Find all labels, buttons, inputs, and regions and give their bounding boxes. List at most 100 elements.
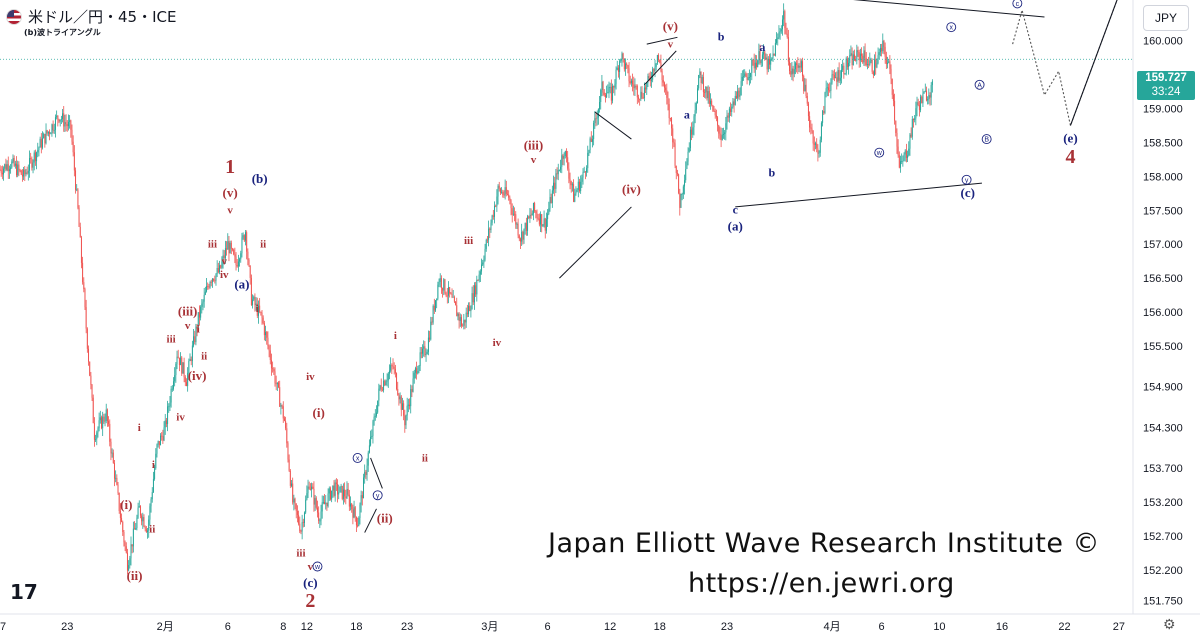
candle-body bbox=[629, 81, 631, 84]
circle-wave-label: A bbox=[977, 82, 982, 89]
candle-body bbox=[398, 394, 400, 400]
candle-body bbox=[578, 181, 580, 192]
candle-body bbox=[856, 50, 858, 61]
tradingview-logo-icon[interactable]: 17 bbox=[10, 580, 38, 604]
candle-body bbox=[727, 115, 729, 118]
candle-body bbox=[885, 56, 887, 65]
candle-body bbox=[233, 249, 235, 255]
candle-body bbox=[52, 124, 54, 131]
wave-label: (iv) bbox=[188, 368, 207, 383]
time-tick-label: 17 bbox=[0, 621, 6, 633]
candle-body bbox=[737, 90, 739, 99]
candle-body bbox=[24, 169, 26, 175]
candle-body bbox=[374, 415, 376, 417]
candle-body bbox=[772, 53, 774, 58]
candle-body bbox=[600, 89, 602, 103]
candle-body bbox=[178, 357, 180, 366]
wave-trendlines bbox=[0, 0, 1133, 533]
candle-body bbox=[295, 503, 297, 512]
candle-body bbox=[549, 197, 551, 209]
candle-body bbox=[44, 133, 46, 144]
candle-body bbox=[366, 465, 368, 475]
candle-body bbox=[668, 104, 670, 118]
candle-body bbox=[222, 255, 224, 262]
candle-body bbox=[11, 161, 13, 168]
candle-body bbox=[275, 383, 277, 385]
candle-body bbox=[418, 366, 420, 372]
candle-body bbox=[582, 172, 584, 178]
candle-body bbox=[43, 133, 45, 139]
candle-body bbox=[243, 235, 245, 241]
wave-label: iv bbox=[176, 412, 185, 424]
candle-body bbox=[360, 495, 362, 505]
candle-body bbox=[82, 262, 84, 283]
candle-body bbox=[911, 118, 913, 137]
candle-body bbox=[525, 222, 527, 231]
candle-body bbox=[262, 317, 264, 324]
candle-body bbox=[240, 253, 242, 260]
candle-body bbox=[375, 412, 377, 416]
candle-body bbox=[475, 285, 477, 295]
candle-body bbox=[613, 85, 615, 88]
candle-body bbox=[477, 279, 479, 281]
candle-body bbox=[95, 439, 97, 441]
candle-body bbox=[103, 416, 105, 422]
candle-body bbox=[53, 129, 55, 131]
candle-body bbox=[905, 150, 907, 158]
candle-body bbox=[363, 477, 365, 499]
candle-body bbox=[583, 171, 585, 173]
candle-body bbox=[457, 313, 459, 317]
candle-body bbox=[776, 38, 778, 43]
candle-body bbox=[488, 228, 490, 240]
candle-body bbox=[884, 46, 886, 57]
candle-body bbox=[901, 160, 903, 162]
candle-body bbox=[662, 79, 664, 83]
candle-body bbox=[122, 521, 124, 533]
candle-body bbox=[344, 489, 346, 497]
candle-body bbox=[628, 68, 630, 82]
candle-body bbox=[124, 542, 126, 547]
candle-body bbox=[18, 164, 20, 170]
candle-body bbox=[116, 477, 118, 485]
candle-body bbox=[139, 506, 141, 516]
candle-body bbox=[220, 265, 222, 268]
candle-body bbox=[85, 307, 87, 329]
candle-body bbox=[249, 265, 251, 278]
candle-body bbox=[6, 164, 8, 170]
candle-body bbox=[41, 138, 43, 148]
candle-body bbox=[112, 452, 114, 464]
gear-icon[interactable]: ⚙ bbox=[1163, 616, 1176, 632]
candle-body bbox=[115, 477, 117, 479]
watermark-line-1: Japan Elliott Wave Research Institute © bbox=[548, 528, 1101, 559]
candle-body bbox=[612, 85, 614, 101]
candle-body bbox=[294, 498, 296, 504]
candle-body bbox=[10, 167, 12, 170]
candle-body bbox=[38, 147, 40, 150]
wave-label: (iii) bbox=[178, 303, 198, 318]
candle-body bbox=[892, 94, 894, 101]
currency-button[interactable]: JPY bbox=[1143, 5, 1189, 31]
wave-label: 3 bbox=[665, 0, 675, 5]
candle-body bbox=[340, 485, 342, 487]
candle-body bbox=[156, 444, 158, 454]
candle-body bbox=[78, 207, 80, 227]
candle-body bbox=[169, 402, 171, 407]
candle-body bbox=[14, 163, 16, 166]
candle-body bbox=[40, 138, 42, 148]
time-tick-label: 27 bbox=[1113, 621, 1125, 633]
symbol-header[interactable]: 米ドル／円・45・ICE bbox=[6, 6, 176, 27]
candle-body bbox=[725, 123, 727, 133]
candle-body bbox=[881, 47, 883, 52]
candle-body bbox=[840, 69, 842, 78]
candle-body bbox=[553, 182, 555, 191]
candle-body bbox=[337, 484, 339, 495]
candle-body bbox=[309, 488, 311, 490]
candle-body bbox=[864, 50, 866, 59]
candle-body bbox=[331, 490, 333, 500]
candle-body bbox=[635, 85, 637, 87]
wave-label: i bbox=[197, 323, 200, 335]
circle-wave-marker bbox=[312, 561, 323, 572]
price-tick-label: 153.200 bbox=[1143, 497, 1183, 509]
candle-body bbox=[265, 332, 267, 336]
